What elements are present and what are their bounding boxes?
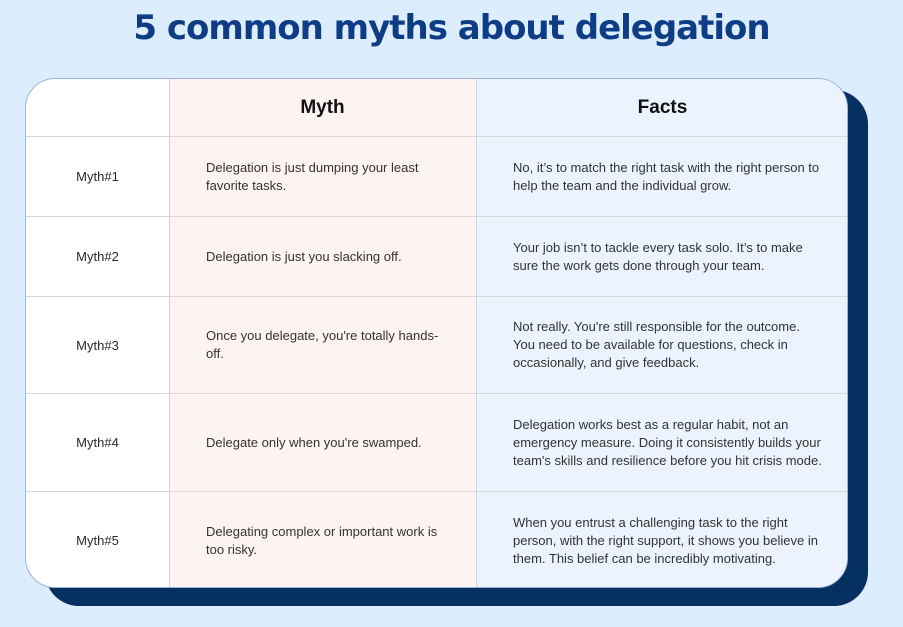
myth-text: Once you delegate, you're totally hands-… [206,328,439,361]
header-facts: Facts [637,96,688,118]
myth-number: Myth#1 [76,169,119,184]
myth-number: Myth#4 [76,435,119,450]
fact-text: Delegation works best as a regular habit… [513,416,822,468]
myths-table: Myth Facts Myth#1 Delegation is just dum… [25,78,848,588]
fact-text: No, it’s to match the right task with th… [513,159,820,193]
fact-text: Not really. You're still responsible for… [513,319,800,370]
myth-number: Myth#3 [76,337,119,353]
myth-number: Myth#2 [76,249,119,264]
myth-column-background [169,79,477,587]
page-title: 5 common myths about delegation [133,8,770,48]
facts-column-background [476,79,847,587]
table-row: Myth#4 Delegate only when you're swamped… [26,394,847,492]
table-header-row: Myth Facts [26,79,847,137]
myth-text: Delegating complex or important work is … [206,523,438,557]
table-row: Myth#5 Delegating complex or important w… [26,492,847,587]
header-myth: Myth [300,96,345,118]
fact-text: When you entrust a challenging task to t… [513,514,818,566]
myth-text: Delegate only when you're swamped. [206,434,422,450]
table-row: Myth#2 Delegation is just you slacking o… [26,217,847,297]
fact-text: Your job isn’t to tackle every task solo… [513,239,803,273]
myth-text: Delegation is just dumping your least fa… [206,159,419,193]
table-row: Myth#3 Once you delegate, you're totally… [26,297,847,394]
myth-number: Myth#5 [76,533,119,548]
myth-text: Delegation is just you slacking off. [206,248,402,264]
header-label [26,79,169,136]
table-row: Myth#1 Delegation is just dumping your l… [26,137,847,217]
